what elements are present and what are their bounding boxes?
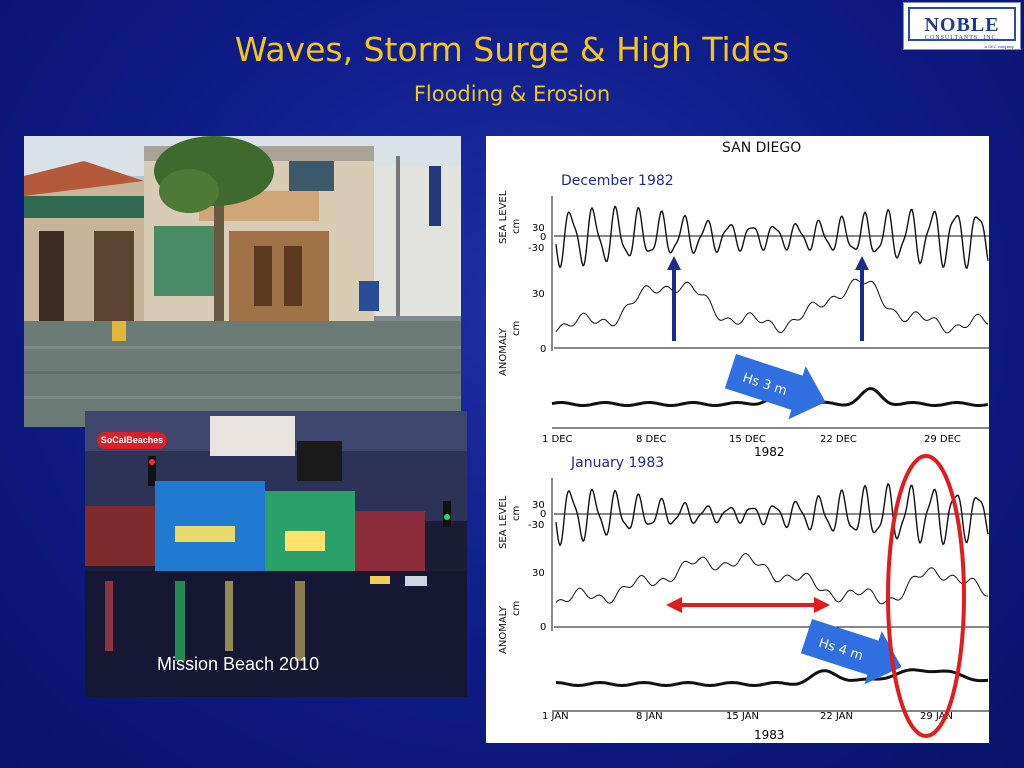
up-arrow-1 <box>667 256 681 341</box>
anomaly-trace-jan <box>555 552 989 605</box>
station-title: SAN DIEGO <box>722 140 801 156</box>
tick-anom1-0: 0 <box>540 344 546 355</box>
sea-level-unit-1: cm <box>511 219 522 234</box>
hs4-arrow: Hs 4 m <box>800 619 902 685</box>
jan-tick-15: 15 JAN <box>726 711 759 722</box>
logo-frame: NOBLE CONSULTANTS, INC. <box>908 7 1016 41</box>
tide-chart: SAN DIEGO December 1982 January 1983 SEA… <box>498 140 989 742</box>
sea-level-axis-2: SEA LEVEL <box>498 495 509 549</box>
logo-tag: a GEC company <box>984 44 1014 49</box>
year-1982: 1982 <box>754 445 785 459</box>
up-arrow-2 <box>855 256 869 341</box>
jan-tick-8: 8 JAN <box>636 711 663 722</box>
dec-tick-8: 8 DEC <box>636 434 667 445</box>
sea-level-unit-2: cm <box>511 506 522 521</box>
dec-tick-22: 22 DEC <box>820 434 857 445</box>
jan-tick-22: 22 JAN <box>820 711 853 722</box>
socal-beaches-badge: SoCalBeaches <box>97 432 167 449</box>
tick-sea1-neg30: -30 <box>528 243 544 254</box>
highlight-ellipse <box>886 454 966 738</box>
jan-tick-1: 1 JAN <box>542 711 569 722</box>
mission-beach-photo <box>85 411 467 697</box>
tick-sea2-0: 0 <box>540 509 546 520</box>
logo-name: NOBLE <box>924 14 1000 36</box>
anomaly-axis-1: ANOMALY <box>498 327 509 376</box>
photo-caption: Mission Beach 2010 <box>157 654 320 674</box>
tick-sea2-30: 30 <box>532 500 545 511</box>
flooded-street-photo <box>24 136 461 427</box>
panel2-label: January 1983 <box>570 455 664 471</box>
slide-subtitle: Flooding & Erosion <box>413 82 611 106</box>
sea-level-trace-dec <box>555 205 989 269</box>
anomaly-unit-1: cm <box>511 321 522 336</box>
tick-sea1-0: 0 <box>540 232 546 243</box>
company-logo: NOBLE CONSULTANTS, INC. a GEC company <box>903 2 1021 50</box>
wave-trace-jan <box>555 668 989 688</box>
dec-tick-15: 15 DEC <box>729 434 766 445</box>
anomaly-trace-dec <box>555 278 989 334</box>
slide-title: Waves, Storm Surge & High Tides <box>234 30 790 69</box>
tick-sea2-neg30: -30 <box>528 520 544 531</box>
jan-tick-29: 29 JAN <box>920 711 953 722</box>
anomaly-axis-2: ANOMALY <box>498 605 509 654</box>
sea-level-axis-1: SEA LEVEL <box>498 190 509 244</box>
red-double-arrow <box>666 597 830 613</box>
anomaly-unit-2: cm <box>511 601 522 616</box>
year-1983: 1983 <box>754 728 785 742</box>
tide-chart-panel: SAN DIEGO December 1982 January 1983 SEA… <box>486 136 989 743</box>
tick-anom2-0: 0 <box>540 622 546 633</box>
tick-sea1-30: 30 <box>532 223 545 234</box>
sea-level-trace-jan <box>555 482 989 547</box>
flooded-street-illustration <box>24 136 461 427</box>
tick-anom1-30: 30 <box>532 289 545 300</box>
logo-sub: CONSULTANTS, INC. <box>924 35 1000 41</box>
panel1-label: December 1982 <box>561 173 674 189</box>
dec-tick-1: 1 DEC <box>542 434 573 445</box>
tick-anom2-30: 30 <box>532 568 545 579</box>
hs3-arrow: Hs 3 m <box>724 354 826 420</box>
night-flood-illustration <box>85 411 467 697</box>
dec-tick-29: 29 DEC <box>924 434 961 445</box>
